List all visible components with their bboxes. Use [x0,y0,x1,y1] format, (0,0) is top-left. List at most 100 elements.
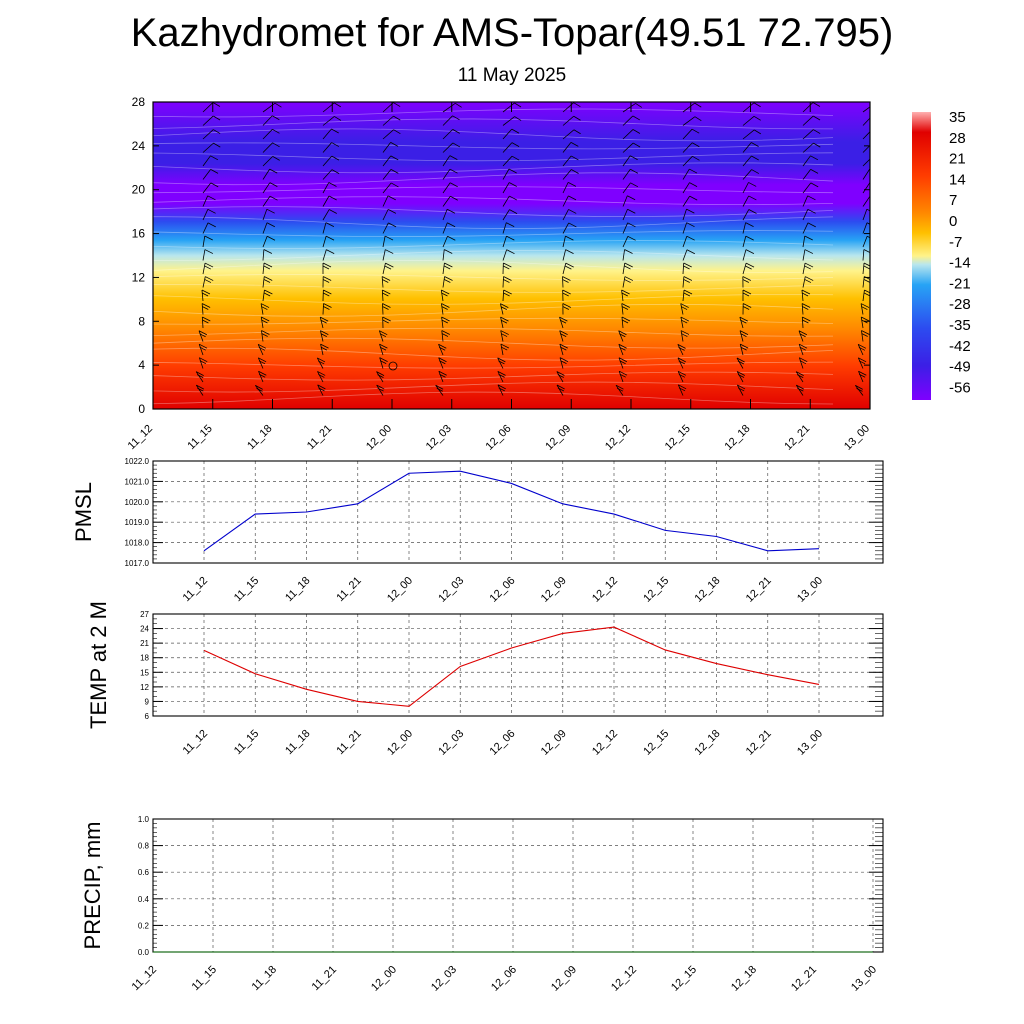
wind-barb-staff [562,195,569,207]
wind-barb-feather [320,333,327,337]
wind-barb-feather [202,319,209,324]
colorbar: 35 28 21 14 7 0 -7 -14 -21 -28 -35 -42 -49 -56 [912,109,971,400]
x-tick-label: 13_00 [842,423,872,453]
wind-barb-staff [677,344,684,356]
series-line [203,470,820,552]
wind-barb-staff [742,263,747,275]
wind-barb-feather [736,371,745,376]
data-point [357,503,359,505]
wind-barb-feather [799,357,808,363]
wind-barb-feather [810,168,819,174]
wind-barb-feather [317,357,326,363]
wind-barb-staff [742,169,752,180]
wind-barb-feather [323,303,332,308]
wind-barb-staff [742,116,755,126]
wind-barb-feather [683,265,690,270]
wind-barb-feather [615,384,624,390]
y-tick-label: 8 [138,314,145,328]
calm-wind-circle [388,361,398,371]
wind-barb-feather [317,384,326,390]
wind-barb-feather [680,303,689,308]
wind-barb-feather [740,333,747,337]
data-point [818,548,820,550]
data-point [818,683,820,685]
y-tick-label: 1019.0 [125,518,150,527]
wind-barb-staff [857,357,864,369]
wind-barb-staff [618,357,624,369]
wind-barb-feather [619,333,626,338]
wind-barb-staff [382,169,392,180]
wind-barb-feather [331,142,340,147]
wind-barb-feather [864,289,870,294]
wind-barb-feather [567,182,577,187]
wind-barb-staff [802,235,806,248]
wind-barb-feather [632,142,641,148]
wind-barb-feather [260,303,270,308]
data-point [613,513,615,515]
wind-barb-staff [502,195,510,207]
wind-barb-staff [201,303,204,315]
x-tick-label: 11_15 [232,575,262,605]
y-tick-label: 18 [140,654,149,663]
wind-barb-feather [503,276,512,281]
wind-barb-feather [745,235,754,241]
wind-barb-feather [196,384,205,390]
wind-barb-feather [751,142,759,147]
wind-barb-feather [737,387,745,392]
wind-barb-feather [864,292,870,297]
wind-barb-feather [753,102,761,108]
wind-barb-feather [619,373,626,378]
y-tick-label: 1022.0 [125,457,150,466]
wind-barb-feather [677,357,686,363]
wind-barb-feather [740,319,747,324]
wind-barb-feather [689,168,698,174]
wind-barb-staff [382,115,394,126]
wind-barb-feather [500,333,508,337]
wind-barb-feather [630,168,638,174]
y-tick-label: 16 [132,227,146,241]
y-tick-label: 9 [145,697,150,706]
wind-barb-staff [742,102,755,113]
contour-line [153,186,834,194]
wind-barb-staff [742,236,747,248]
wind-barb-staff [862,276,865,288]
contour-line [153,274,834,281]
wind-barb-staff [682,222,688,234]
wind-barb-feather [506,249,515,255]
x-tick-label: 12_03 [436,575,466,605]
wind-barb-feather [571,169,579,174]
wind-barb-feather [390,141,399,147]
data-point [692,951,694,953]
wind-barb-feather [692,142,700,148]
colorbar-label: 21 [949,151,966,168]
wind-barb-feather [810,182,819,188]
wind-barb-staff [795,371,804,383]
contour-line [153,371,834,381]
wind-barb-feather [449,155,458,161]
x-tick-label: 12_09 [539,728,569,758]
wind-barb-staff [862,209,868,221]
wind-barb-feather [804,249,814,254]
wind-barb-staff [862,117,870,126]
wind-barb-feather [333,102,342,108]
wind-barb-staff [682,289,685,302]
wind-barb-feather [204,262,214,268]
wind-barb-feather [439,360,446,365]
wind-barb-staff [435,385,444,396]
wind-barb-feather [444,265,451,270]
wind-barb-feather [201,303,211,308]
wind-barb-feather [439,373,446,378]
colorbar-label: 7 [949,192,957,209]
data-point [408,472,410,474]
wind-barb-feather [559,330,568,336]
wind-barb-staff [862,236,868,248]
wind-barb-feather [503,265,510,270]
x-tick-label: 12_12 [590,728,620,758]
y-tick-label: 4 [138,358,145,372]
wind-barb-feather [753,115,761,121]
colorbar-label: -56 [949,379,971,396]
wind-barb-feather [796,384,805,390]
colorbar-label: -35 [949,317,971,334]
x-tick-label: 12_12 [603,423,633,453]
wind-barb-feather [799,333,806,338]
